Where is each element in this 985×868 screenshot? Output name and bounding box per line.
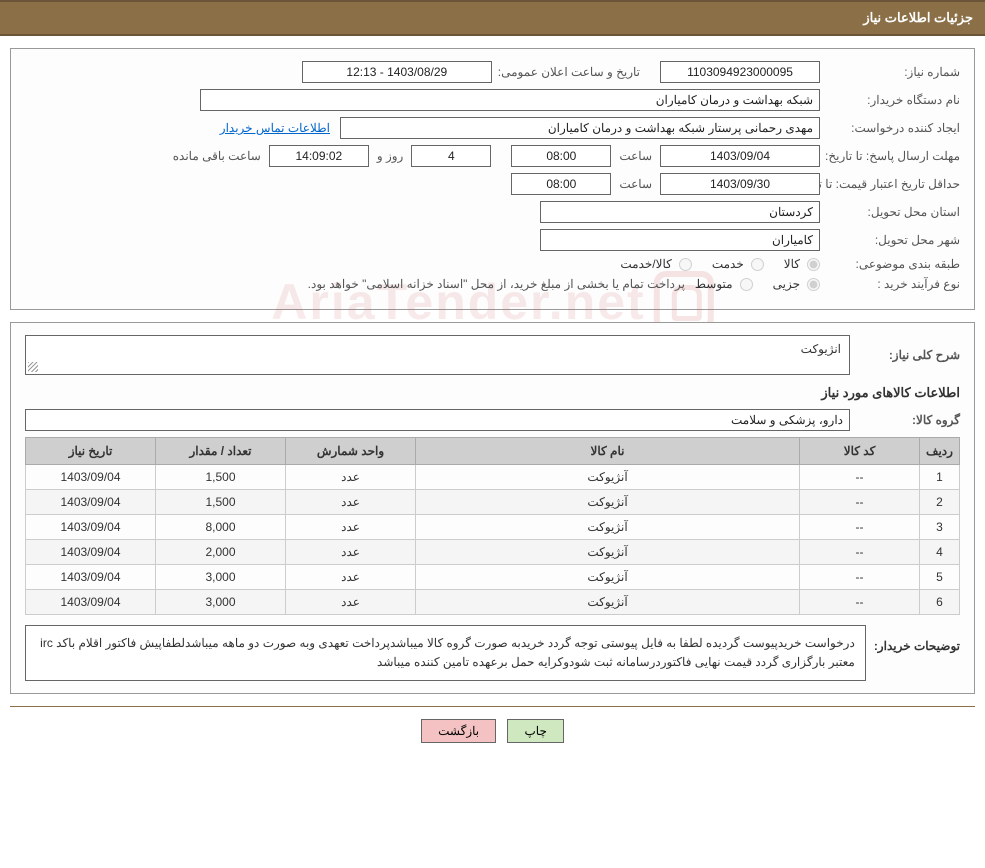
th-code: کد کالا xyxy=(800,438,920,465)
deadline-send-label: مهلت ارسال پاسخ: تا تاریخ: xyxy=(820,149,960,163)
th-qty: تعداد / مقدار xyxy=(156,438,286,465)
cell-date: 1403/09/04 xyxy=(26,540,156,565)
radio-both[interactable]: کالا/خدمت xyxy=(620,257,691,271)
cell-date: 1403/09/04 xyxy=(26,590,156,615)
time-label-2: ساعت xyxy=(611,177,660,191)
cell-code: -- xyxy=(800,465,920,490)
cell-name: آنژیوکت xyxy=(416,465,800,490)
buyer-org-label: نام دستگاه خریدار: xyxy=(820,93,960,107)
th-idx: ردیف xyxy=(920,438,960,465)
buyer-desc-text: درخواست خریدپیوست گردیده لطفا به فایل پی… xyxy=(25,625,866,681)
cell-unit: عدد xyxy=(286,490,416,515)
buyer-org-value: شبکه بهداشت و درمان کامیاران xyxy=(200,89,820,111)
cell-unit: عدد xyxy=(286,465,416,490)
cell-unit: عدد xyxy=(286,540,416,565)
need-desc-label: شرح کلی نیاز: xyxy=(850,348,960,362)
table-row: 3--آنژیوکتعدد8,0001403/09/04 xyxy=(26,515,960,540)
table-row: 1--آنژیوکتعدد1,5001403/09/04 xyxy=(26,465,960,490)
cell-idx: 5 xyxy=(920,565,960,590)
cell-code: -- xyxy=(800,565,920,590)
cell-code: -- xyxy=(800,540,920,565)
cell-qty: 1,500 xyxy=(156,465,286,490)
cell-name: آنژیوکت xyxy=(416,490,800,515)
announce-label: تاریخ و ساعت اعلان عمومی: xyxy=(492,65,640,79)
time-remaining: 14:09:02 xyxy=(269,145,369,167)
cell-name: آنژیوکت xyxy=(416,540,800,565)
buyer-contact-link[interactable]: اطلاعات تماس خریدار xyxy=(220,121,330,135)
cell-qty: 2,000 xyxy=(156,540,286,565)
cell-unit: عدد xyxy=(286,590,416,615)
radio-goods[interactable]: کالا xyxy=(784,257,820,271)
group-label: گروه کالا: xyxy=(850,413,960,427)
requester-value: مهدی رحمانی پرستار شبکه بهداشت و درمان ک… xyxy=(340,117,820,139)
print-button[interactable]: چاپ xyxy=(507,719,563,743)
process-label: نوع فرآیند خرید : xyxy=(820,277,960,291)
radio-partial[interactable]: جزیی xyxy=(773,277,820,291)
group-value: دارو، پزشکی و سلامت xyxy=(25,409,850,431)
province-label: استان محل تحویل: xyxy=(820,205,960,219)
cell-name: آنژیوکت xyxy=(416,590,800,615)
remain-label: ساعت باقی مانده xyxy=(167,149,269,163)
need-no-label: شماره نیاز: xyxy=(820,65,960,79)
cell-idx: 1 xyxy=(920,465,960,490)
button-row: چاپ بازگشت xyxy=(10,706,975,755)
resize-handle-icon xyxy=(28,362,38,372)
cell-idx: 6 xyxy=(920,590,960,615)
cell-unit: عدد xyxy=(286,565,416,590)
deadline-date1: 1403/09/04 xyxy=(660,145,820,167)
table-row: 6--آنژیوکتعدد3,0001403/09/04 xyxy=(26,590,960,615)
cell-date: 1403/09/04 xyxy=(26,465,156,490)
announce-value: 1403/08/29 - 12:13 xyxy=(302,61,492,83)
cell-qty: 1,500 xyxy=(156,490,286,515)
city-label: شهر محل تحویل: xyxy=(820,233,960,247)
cell-qty: 3,000 xyxy=(156,565,286,590)
cell-qty: 8,000 xyxy=(156,515,286,540)
back-button[interactable]: بازگشت xyxy=(421,719,496,743)
th-unit: واحد شمارش xyxy=(286,438,416,465)
days-remaining: 4 xyxy=(411,145,491,167)
cell-qty: 3,000 xyxy=(156,590,286,615)
cell-date: 1403/09/04 xyxy=(26,565,156,590)
city-value: کامیاران xyxy=(540,229,820,251)
cell-code: -- xyxy=(800,590,920,615)
cell-name: آنژیوکت xyxy=(416,515,800,540)
requester-label: ایجاد کننده درخواست: xyxy=(820,121,960,135)
radio-medium[interactable]: متوسط xyxy=(695,277,753,291)
cell-idx: 2 xyxy=(920,490,960,515)
cell-date: 1403/09/04 xyxy=(26,490,156,515)
table-row: 4--آنژیوکتعدد2,0001403/09/04 xyxy=(26,540,960,565)
cell-code: -- xyxy=(800,515,920,540)
cell-code: -- xyxy=(800,490,920,515)
items-section-title: اطلاعات کالاهای مورد نیاز xyxy=(25,385,960,401)
need-info-panel: AriaTender.net شماره نیاز: 1103094923000… xyxy=(10,48,975,310)
table-row: 5--آنژیوکتعدد3,0001403/09/04 xyxy=(26,565,960,590)
classification-group: کالا خدمت کالا/خدمت xyxy=(620,257,820,271)
need-desc-box: انژیوکت xyxy=(25,335,850,375)
cell-unit: عدد xyxy=(286,515,416,540)
items-panel: شرح کلی نیاز: انژیوکت اطلاعات کالاهای مو… xyxy=(10,322,975,694)
days-and-label: روز و xyxy=(369,149,412,163)
page-header: جزئیات اطلاعات نیاز xyxy=(0,0,985,36)
cell-name: آنژیوکت xyxy=(416,565,800,590)
cell-date: 1403/09/04 xyxy=(26,515,156,540)
th-date: تاریخ نیاز xyxy=(26,438,156,465)
process-note: پرداخت تمام یا بخشی از مبلغ خرید، از محل… xyxy=(308,277,685,291)
deadline-time1: 08:00 xyxy=(511,145,611,167)
process-group: جزیی متوسط xyxy=(695,277,820,291)
validity-time: 08:00 xyxy=(511,173,611,195)
classification-label: طبقه بندی موضوعی: xyxy=(820,257,960,271)
time-label-1: ساعت xyxy=(611,149,660,163)
table-row: 2--آنژیوکتعدد1,5001403/09/04 xyxy=(26,490,960,515)
cell-idx: 4 xyxy=(920,540,960,565)
th-name: نام کالا xyxy=(416,438,800,465)
radio-service[interactable]: خدمت xyxy=(712,257,764,271)
province-value: کردستان xyxy=(540,201,820,223)
buyer-desc-label: توضیحات خریدار: xyxy=(874,625,960,653)
need-no-value: 1103094923000095 xyxy=(660,61,820,83)
cell-idx: 3 xyxy=(920,515,960,540)
items-table: ردیف کد کالا نام کالا واحد شمارش تعداد /… xyxy=(25,437,960,615)
validity-label: حداقل تاریخ اعتبار قیمت: تا تاریخ: xyxy=(820,177,960,191)
validity-date: 1403/09/30 xyxy=(660,173,820,195)
